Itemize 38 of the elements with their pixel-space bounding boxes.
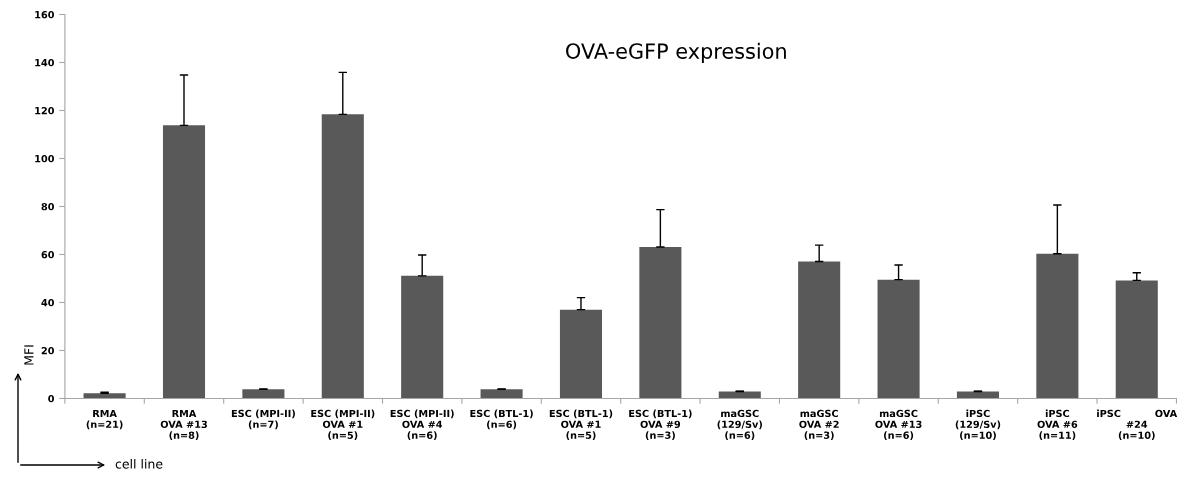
x-tick-label: ESC (MPI-II) OVA #4 (n=6): [390, 409, 454, 441]
x-tick-label: ESC (BTL-1) (n=6): [470, 409, 533, 430]
text: OVA-eGFP expression: [566, 42, 786, 63]
y-tick-label: 80: [41, 202, 55, 211]
bar: [798, 261, 841, 399]
bar: [480, 389, 523, 399]
y-tick-label: 0: [48, 394, 55, 403]
y-tick-label: 40: [41, 298, 55, 307]
x-tick-label: iPSC (129/Sv) (n=10): [955, 409, 1001, 441]
y-tick-label: 20: [41, 346, 55, 355]
y-axis-title: MFI: [24, 345, 34, 365]
x-tick-label: iPSC OVA #24 (n=10): [1097, 409, 1178, 441]
x-tick-label: ESC (MPI-II) OVA #1 (n=5): [311, 409, 375, 441]
x-tick-label: RMA (n=21): [86, 409, 123, 430]
x-tick-label: ESC (MPI-II) (n=7): [231, 409, 295, 430]
y-tick-label: 60: [41, 250, 55, 259]
bar: [1115, 280, 1158, 399]
x-tick-label: maGSC OVA #13 (n=6): [875, 409, 922, 441]
x-tick-label: ESC (BTL-1) OVA #1 (n=5): [549, 409, 613, 441]
y-tick-label: 100: [35, 154, 55, 163]
bar: [401, 275, 444, 399]
x-tick-label: maGSC OVA #2 (n=3): [799, 409, 839, 441]
bar: [639, 247, 682, 399]
x-tick-label: iPSC OVA #6 (n=11): [1037, 409, 1078, 441]
bar: [877, 279, 920, 399]
x-tick-label: ESC (BTL-1) OVA #9 (n=3): [629, 409, 692, 441]
y-tick-label: 160: [35, 10, 55, 19]
x-axis-title: cell line: [115, 458, 163, 469]
y-tick-label: 120: [35, 106, 55, 115]
x-tick-label: RMA OVA #13 (n=8): [160, 409, 207, 441]
bar: [242, 389, 285, 399]
bar: [559, 309, 603, 399]
x-tick-label: maGSC (129/Sv) (n=6): [717, 409, 762, 441]
bar: [1036, 253, 1079, 399]
y-tick-label: 140: [35, 58, 55, 67]
bar: [321, 114, 364, 399]
bar: [162, 125, 206, 399]
bar: [83, 393, 126, 399]
